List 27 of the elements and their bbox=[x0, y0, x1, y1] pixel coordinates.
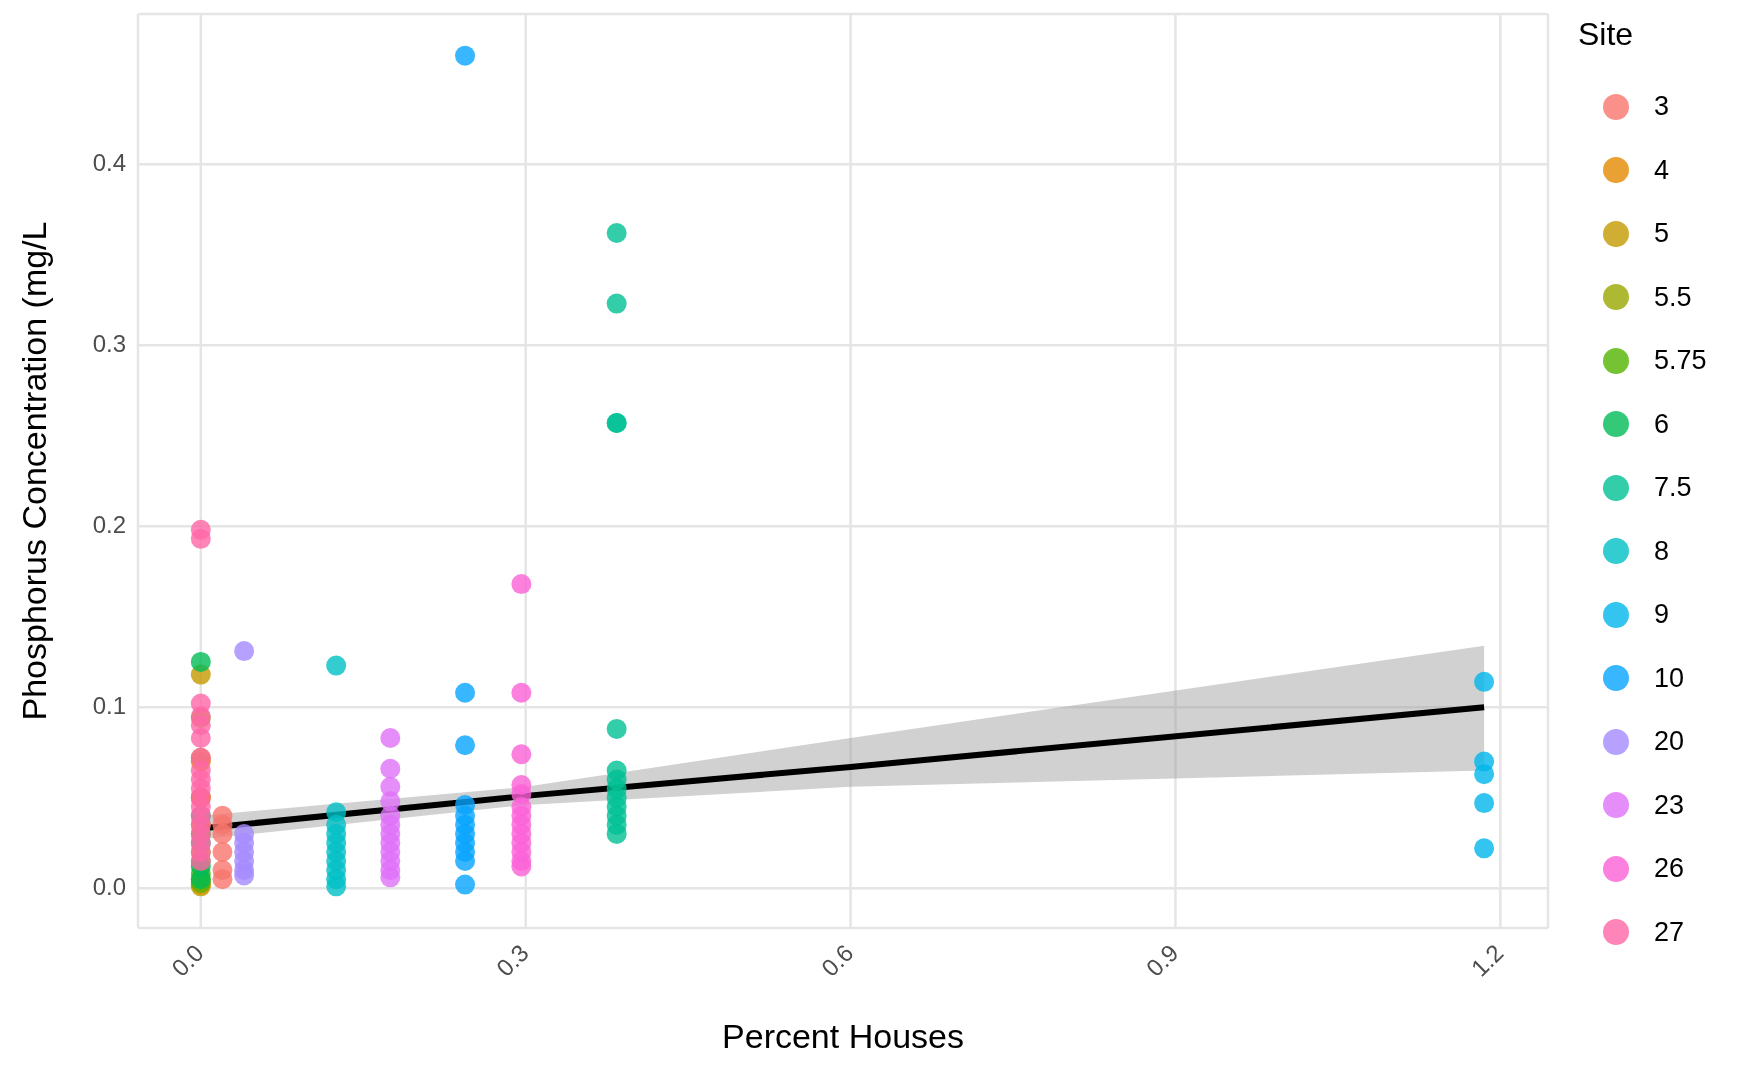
legend-label: 27 bbox=[1654, 916, 1685, 948]
x-tick-label: 0.3 bbox=[491, 938, 534, 982]
legend-label: 20 bbox=[1654, 726, 1685, 758]
legend-label: 23 bbox=[1654, 789, 1685, 821]
y-tick-label: 0.4 bbox=[92, 148, 126, 176]
legend-label: 26 bbox=[1654, 853, 1685, 885]
y-tick-label: 0.2 bbox=[92, 510, 126, 538]
y-tick-label: 0.0 bbox=[92, 872, 126, 900]
legend-label: 8 bbox=[1654, 535, 1670, 567]
legend-label: 10 bbox=[1654, 662, 1685, 694]
legend-label: 5.75 bbox=[1654, 345, 1707, 377]
y-axis-title: Phosphorus Concentration (mg/L bbox=[15, 221, 54, 721]
legend-label: 6 bbox=[1654, 408, 1670, 440]
legend-label: 3 bbox=[1654, 91, 1670, 123]
legend-title: Site bbox=[1578, 16, 1635, 53]
legend-label: 9 bbox=[1654, 599, 1670, 631]
y-tick-label: 0.3 bbox=[92, 329, 126, 357]
x-tick-label: 1.2 bbox=[1465, 938, 1509, 982]
x-axis-title: Percent Houses bbox=[722, 1017, 964, 1055]
y-tick-label: 0.1 bbox=[92, 691, 126, 719]
legend-label: 5.5 bbox=[1654, 281, 1692, 313]
x-tick-label: 0.6 bbox=[815, 938, 859, 982]
x-tick-label: 0.9 bbox=[1140, 938, 1184, 982]
legend-label: 5 bbox=[1654, 218, 1670, 250]
legend-label: 7.5 bbox=[1654, 472, 1692, 504]
x-tick-label: 0.0 bbox=[166, 938, 209, 982]
legend-label: 4 bbox=[1654, 154, 1670, 186]
